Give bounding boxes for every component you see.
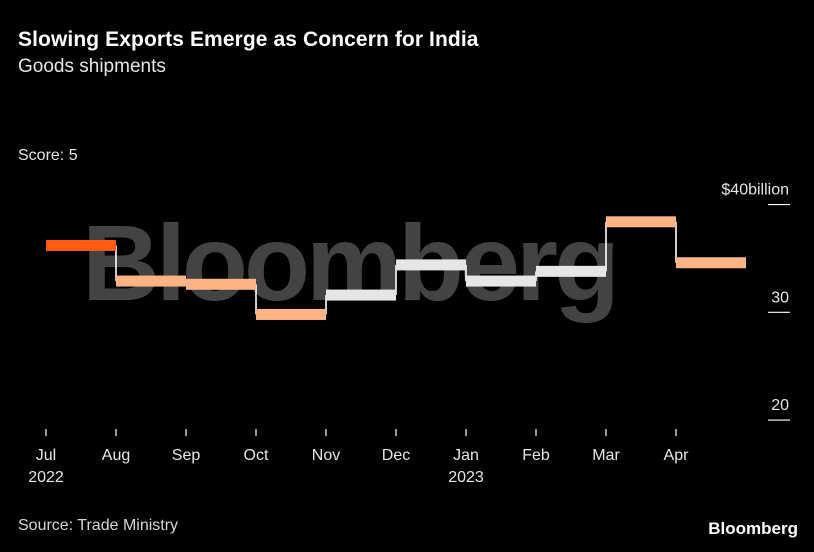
step-segment-aug [116, 275, 186, 287]
step-segment-apr [676, 257, 746, 269]
y-axis: $40billion 30 20 [721, 182, 790, 421]
x-tick-label: Nov [312, 447, 340, 464]
step-segment-feb [536, 265, 606, 277]
x-tick-year-label: 2022 [28, 469, 64, 486]
x-axis: Jul 2022 Aug Sep Oct Nov Dec Jan 2023 Feb Mar Apr [28, 429, 689, 486]
x-tick-label: Aug [102, 447, 130, 464]
chart-subtitle: Goods shipments [18, 56, 166, 77]
x-tick-label: Mar [592, 447, 620, 464]
y-tick-label: $40billion [721, 182, 789, 199]
y-tick-label: 20 [771, 397, 789, 414]
x-tick-label: Apr [664, 447, 690, 464]
source-note: Source: Trade Ministry [18, 517, 179, 534]
y-tick-label: 30 [771, 289, 789, 306]
step-segment-jan [466, 275, 536, 287]
chart-title: Slowing Exports Emerge as Concern for In… [18, 28, 479, 51]
watermark-text: Bloomberg [82, 202, 616, 323]
x-tick-label: Feb [522, 447, 550, 464]
x-tick-label: Jul [36, 447, 56, 464]
step-segment-mar [606, 216, 676, 228]
step-segment-dec [396, 259, 466, 271]
x-tick-year-label: 2023 [448, 469, 484, 486]
watermark-layer: Bloomberg [82, 202, 620, 323]
x-tick-label: Jan [453, 447, 479, 464]
score-label: Score: 5 [18, 147, 78, 164]
step-segment-sep [186, 278, 256, 290]
x-tick-label: Oct [244, 447, 269, 464]
step-segments [46, 216, 746, 320]
step-segment-jul [46, 239, 116, 251]
step-segment-nov [326, 289, 396, 301]
x-tick-label: Sep [172, 447, 201, 464]
x-tick-label: Dec [382, 447, 410, 464]
brand-logo: Bloomberg [708, 519, 798, 538]
step-segment-oct [256, 308, 326, 320]
